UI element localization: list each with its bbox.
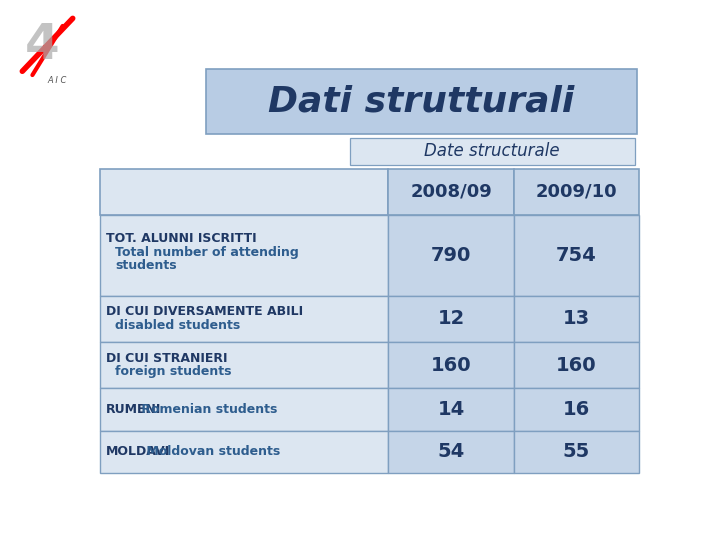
Bar bbox=[388, 168, 514, 215]
Bar bbox=[350, 138, 634, 165]
Bar bbox=[388, 342, 514, 388]
Text: Date structurale: Date structurale bbox=[424, 143, 560, 160]
Bar bbox=[514, 296, 639, 342]
Text: TOT. ALUNNI ISCRITTI: TOT. ALUNNI ISCRITTI bbox=[106, 232, 256, 245]
Text: Moldovan students: Moldovan students bbox=[143, 445, 281, 458]
Bar bbox=[99, 168, 388, 215]
Text: 13: 13 bbox=[562, 309, 590, 328]
Text: 12: 12 bbox=[437, 309, 464, 328]
Text: disabled students: disabled students bbox=[115, 319, 240, 332]
Bar bbox=[514, 388, 639, 430]
Text: 16: 16 bbox=[562, 400, 590, 419]
Text: 160: 160 bbox=[556, 356, 596, 375]
Text: 790: 790 bbox=[431, 246, 471, 265]
Text: DI CUI DIVERSAMENTE ABILI: DI CUI DIVERSAMENTE ABILI bbox=[106, 306, 303, 319]
Text: MOLDAVI: MOLDAVI bbox=[106, 445, 170, 458]
Text: foreign students: foreign students bbox=[115, 364, 231, 378]
Bar bbox=[388, 215, 514, 296]
Bar bbox=[99, 342, 388, 388]
Text: students: students bbox=[115, 259, 176, 272]
Text: 4: 4 bbox=[25, 21, 60, 69]
Text: 160: 160 bbox=[431, 356, 472, 375]
Bar bbox=[99, 388, 388, 430]
Text: Romenian students: Romenian students bbox=[137, 403, 277, 416]
Text: 2009/10: 2009/10 bbox=[535, 183, 617, 201]
Bar bbox=[514, 430, 639, 473]
Text: 55: 55 bbox=[562, 442, 590, 461]
Text: 14: 14 bbox=[437, 400, 464, 419]
Text: RUMENI: RUMENI bbox=[106, 403, 161, 416]
Text: 754: 754 bbox=[556, 246, 596, 265]
Bar bbox=[514, 342, 639, 388]
Bar bbox=[99, 215, 388, 296]
Bar bbox=[514, 215, 639, 296]
Bar bbox=[388, 296, 514, 342]
Text: A I C: A I C bbox=[48, 76, 67, 85]
Text: DI CUI STRANIERI: DI CUI STRANIERI bbox=[106, 352, 228, 365]
Bar bbox=[514, 168, 639, 215]
Text: 54: 54 bbox=[437, 442, 464, 461]
Bar bbox=[99, 430, 388, 473]
Bar bbox=[206, 69, 637, 134]
Text: Total number of attending: Total number of attending bbox=[115, 246, 299, 259]
Text: 2008/09: 2008/09 bbox=[410, 183, 492, 201]
Text: Dati strutturali: Dati strutturali bbox=[269, 84, 575, 118]
Bar bbox=[99, 296, 388, 342]
Bar bbox=[388, 388, 514, 430]
Bar bbox=[388, 430, 514, 473]
